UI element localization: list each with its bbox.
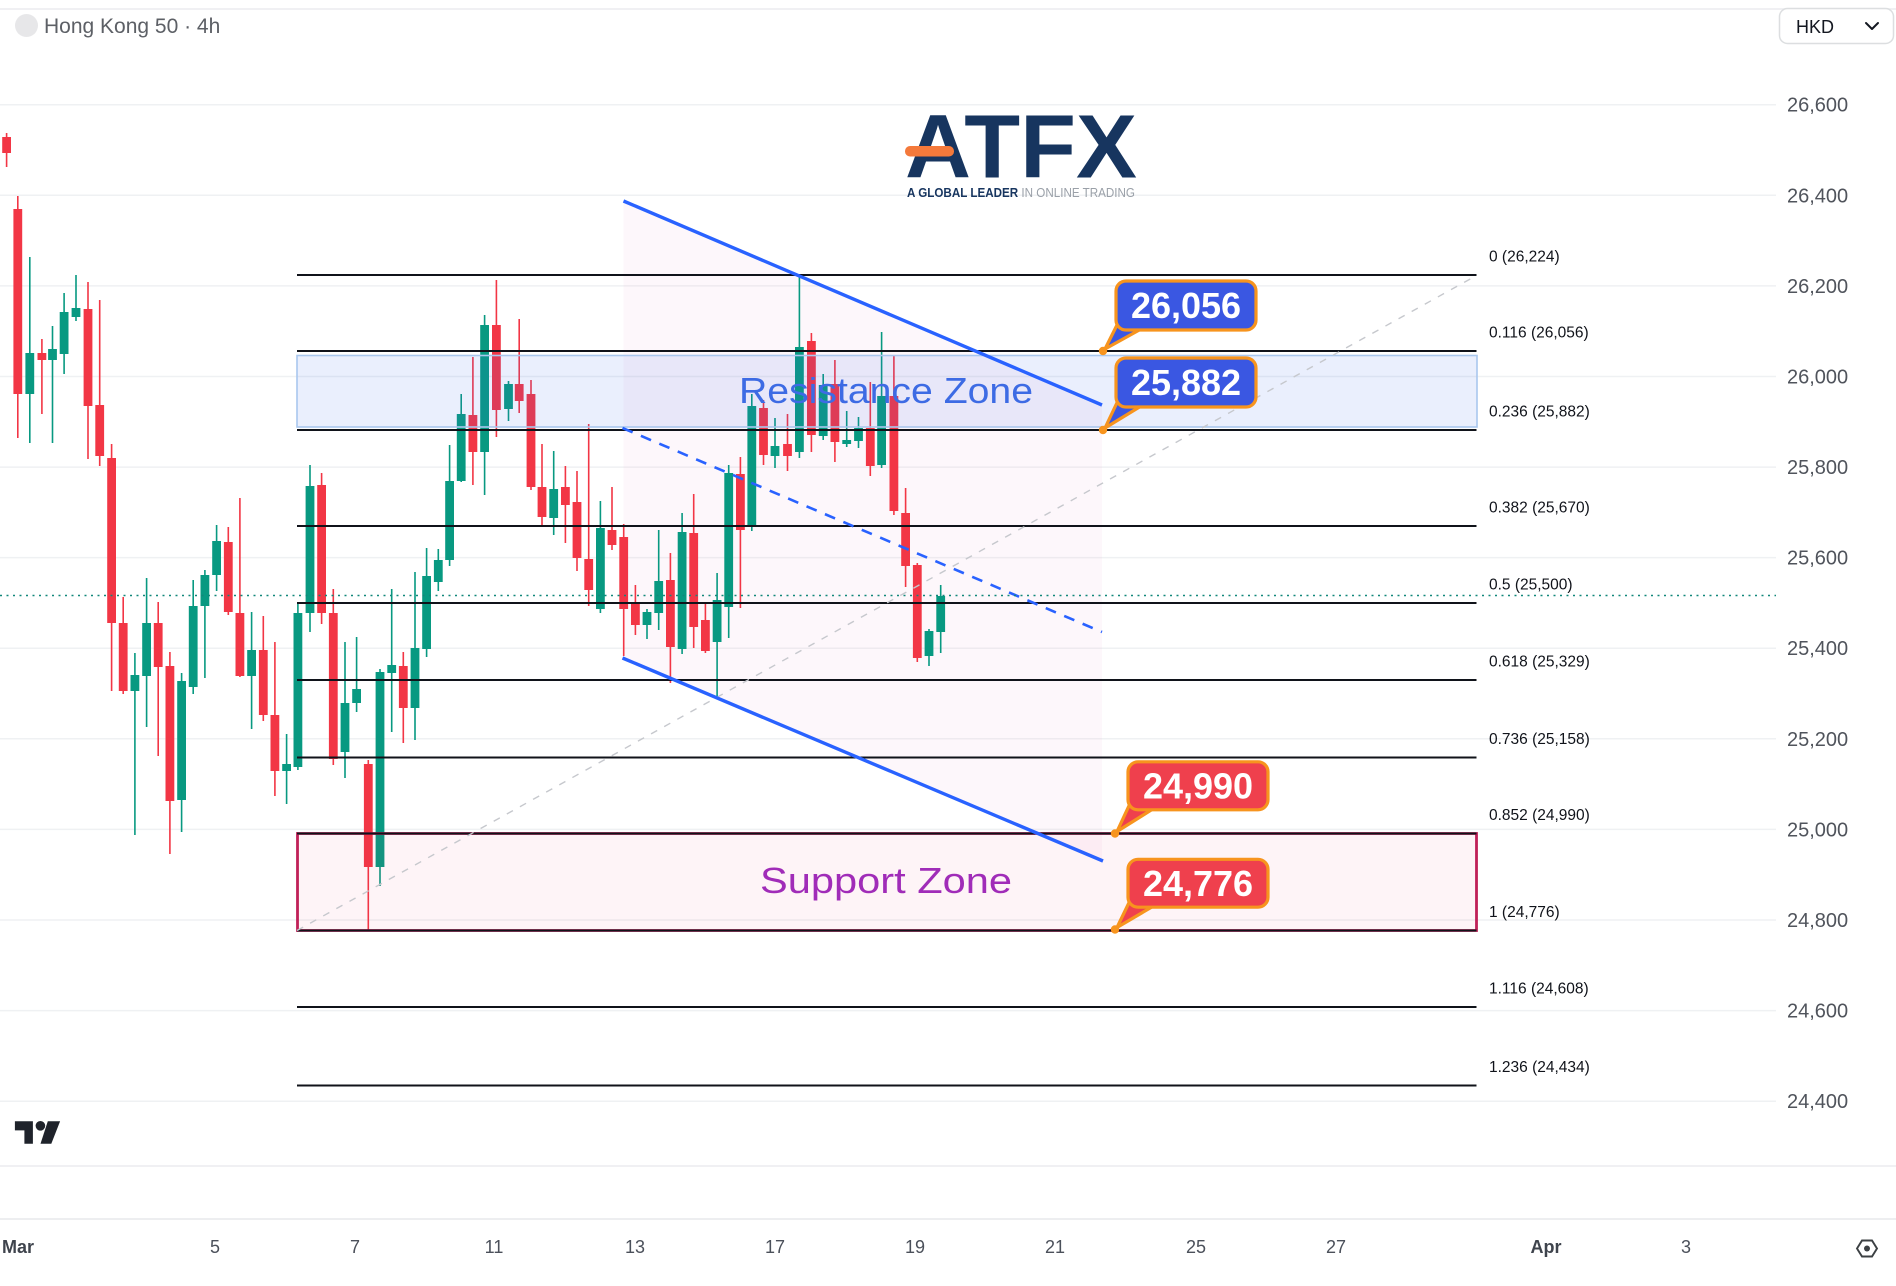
svg-text:24,600: 24,600 <box>1787 1001 1848 1023</box>
svg-text:5: 5 <box>210 1237 220 1257</box>
svg-text:7: 7 <box>350 1237 360 1257</box>
svg-text:25,600: 25,600 <box>1787 548 1848 570</box>
svg-text:25,200: 25,200 <box>1787 729 1848 751</box>
svg-text:21: 21 <box>1045 1237 1065 1257</box>
svg-text:24,800: 24,800 <box>1787 910 1848 932</box>
svg-text:HKD: HKD <box>1796 17 1834 37</box>
svg-text:26,056: 26,056 <box>1131 285 1241 326</box>
svg-text:25,800: 25,800 <box>1787 457 1848 479</box>
svg-text:26,400: 26,400 <box>1787 185 1848 207</box>
svg-text:A GLOBAL LEADER IN ONLINE TRAD: A GLOBAL LEADER IN ONLINE TRADING <box>907 185 1135 200</box>
svg-text:25,400: 25,400 <box>1787 638 1848 660</box>
svg-text:19: 19 <box>905 1237 925 1257</box>
svg-text:11: 11 <box>485 1237 504 1257</box>
svg-text:0.382 (25,670): 0.382 (25,670) <box>1489 500 1590 517</box>
svg-text:24,400: 24,400 <box>1787 1091 1848 1113</box>
svg-text:Mar: Mar <box>2 1237 34 1257</box>
svg-text:17: 17 <box>765 1237 785 1257</box>
svg-text:26,200: 26,200 <box>1787 276 1848 298</box>
svg-text:26,600: 26,600 <box>1787 95 1848 117</box>
svg-text:0.116 (26,056): 0.116 (26,056) <box>1489 325 1589 342</box>
svg-text:Apr: Apr <box>1531 1237 1562 1257</box>
svg-text:0 (26,224): 0 (26,224) <box>1489 249 1560 266</box>
svg-text:Support Zone: Support Zone <box>760 860 1012 901</box>
svg-text:0.236 (25,882): 0.236 (25,882) <box>1489 404 1590 421</box>
svg-text:1 (24,776): 1 (24,776) <box>1489 904 1560 921</box>
svg-text:24,776: 24,776 <box>1143 863 1253 904</box>
svg-text:1.116 (24,608): 1.116 (24,608) <box>1489 981 1589 998</box>
svg-text:25,882: 25,882 <box>1131 362 1241 403</box>
svg-text:25,000: 25,000 <box>1787 819 1848 841</box>
svg-text:Hong Kong 50 · 4h: Hong Kong 50 · 4h <box>44 15 220 38</box>
svg-text:0.618 (25,329): 0.618 (25,329) <box>1489 654 1590 671</box>
svg-text:Resistance Zone: Resistance Zone <box>739 370 1033 411</box>
svg-text:3: 3 <box>1681 1237 1691 1257</box>
svg-text:0.5 (25,500): 0.5 (25,500) <box>1489 577 1573 594</box>
svg-text:25: 25 <box>1186 1237 1206 1257</box>
svg-text:1.236 (24,434): 1.236 (24,434) <box>1489 1059 1590 1076</box>
svg-text:0.852 (24,990): 0.852 (24,990) <box>1489 807 1590 824</box>
svg-text:0.736 (25,158): 0.736 (25,158) <box>1489 731 1590 748</box>
svg-text:26,000: 26,000 <box>1787 367 1848 389</box>
svg-text:27: 27 <box>1326 1237 1346 1257</box>
svg-text:24,990: 24,990 <box>1143 765 1253 806</box>
svg-text:13: 13 <box>625 1237 645 1257</box>
